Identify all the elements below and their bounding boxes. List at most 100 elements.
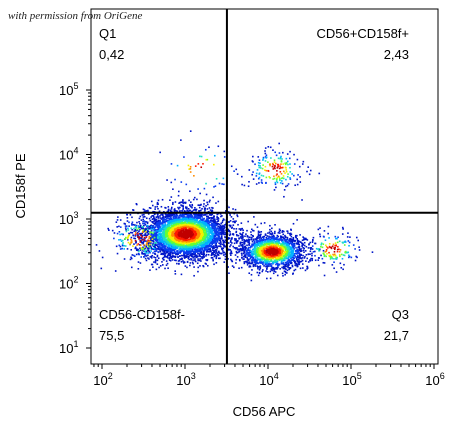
- data-point: [178, 207, 180, 210]
- data-point: [291, 239, 294, 241]
- data-point: [155, 225, 157, 227]
- data-point: [320, 245, 322, 248]
- data-point: [245, 233, 247, 235]
- data-point: [212, 240, 214, 243]
- data-point: [209, 237, 211, 240]
- data-point: [244, 246, 247, 249]
- data-point: [183, 210, 186, 212]
- data-point: [357, 239, 360, 242]
- data-point: [259, 238, 261, 241]
- data-point: [296, 248, 298, 251]
- data-point: [210, 217, 213, 220]
- data-point: [196, 255, 199, 258]
- data-point: [320, 243, 323, 246]
- data-point: [211, 246, 214, 249]
- data-point: [158, 224, 161, 227]
- data-point: [284, 163, 287, 166]
- data-point: [142, 248, 145, 250]
- data-point: [222, 250, 224, 252]
- data-point: [255, 256, 257, 258]
- data-point: [258, 176, 261, 179]
- data-point: [204, 148, 207, 151]
- data-point: [298, 261, 301, 264]
- data-point: [287, 258, 290, 261]
- data-point: [277, 238, 280, 241]
- data-point: [238, 238, 240, 240]
- data-point: [198, 216, 201, 218]
- data-point: [247, 252, 249, 255]
- data-point: [317, 248, 320, 250]
- data-point: [124, 225, 127, 227]
- data-point: [132, 209, 134, 211]
- data-point: [147, 245, 150, 248]
- data-point: [162, 256, 165, 259]
- data-point: [168, 259, 171, 262]
- data-point: [341, 226, 344, 229]
- data-point: [144, 233, 147, 235]
- data-point: [223, 245, 225, 248]
- data-point: [117, 216, 119, 218]
- data-point: [229, 245, 231, 248]
- data-point: [127, 236, 129, 239]
- data-point: [257, 177, 260, 180]
- data-point: [174, 221, 176, 223]
- data-point: [320, 242, 323, 245]
- data-point: [252, 239, 255, 241]
- data-point: [257, 232, 260, 234]
- data-point: [241, 248, 244, 250]
- data-point: [299, 234, 301, 236]
- data-point: [133, 243, 135, 245]
- data-point: [170, 244, 172, 246]
- data-point: [215, 202, 217, 204]
- data-point: [168, 253, 170, 255]
- data-point: [234, 239, 236, 242]
- data-point: [248, 261, 251, 263]
- data-point: [288, 263, 290, 266]
- data-point: [258, 271, 261, 274]
- data-point: [336, 237, 338, 240]
- data-point: [238, 248, 241, 251]
- data-point: [145, 245, 148, 248]
- data-point: [183, 201, 186, 204]
- data-point: [303, 247, 305, 250]
- data-point: [163, 218, 166, 221]
- data-point: [183, 216, 186, 219]
- data-point: [233, 227, 235, 230]
- data-point: [155, 231, 158, 234]
- data-point: [125, 230, 128, 233]
- data-point: [165, 236, 167, 239]
- data-point: [193, 243, 196, 246]
- data-point: [263, 241, 265, 243]
- data-point: [171, 222, 174, 225]
- data-point: [139, 239, 142, 242]
- data-point: [166, 231, 169, 234]
- data-point: [162, 234, 165, 237]
- data-point: [198, 239, 200, 241]
- data-point: [193, 266, 195, 268]
- data-point: [167, 206, 170, 208]
- data-point: [141, 232, 143, 235]
- data-point: [202, 225, 205, 228]
- data-point: [145, 217, 148, 220]
- data-point: [167, 217, 169, 219]
- data-point: [188, 214, 191, 216]
- data-point: [213, 186, 215, 188]
- data-point: [256, 237, 258, 239]
- data-point: [251, 250, 253, 253]
- data-point: [206, 248, 208, 250]
- data-point: [294, 261, 296, 264]
- data-point: [291, 244, 293, 246]
- data-point: [355, 255, 357, 258]
- data-point: [260, 262, 262, 264]
- data-point: [146, 234, 149, 236]
- data-point: [239, 242, 242, 245]
- data-point: [242, 237, 244, 239]
- data-point: [274, 230, 276, 233]
- data-point: [341, 257, 344, 260]
- data-point: [164, 216, 167, 219]
- data-point: [283, 246, 286, 249]
- data-point: [150, 257, 153, 259]
- data-point: [190, 242, 193, 245]
- data-point: [268, 261, 271, 263]
- data-point: [273, 237, 276, 240]
